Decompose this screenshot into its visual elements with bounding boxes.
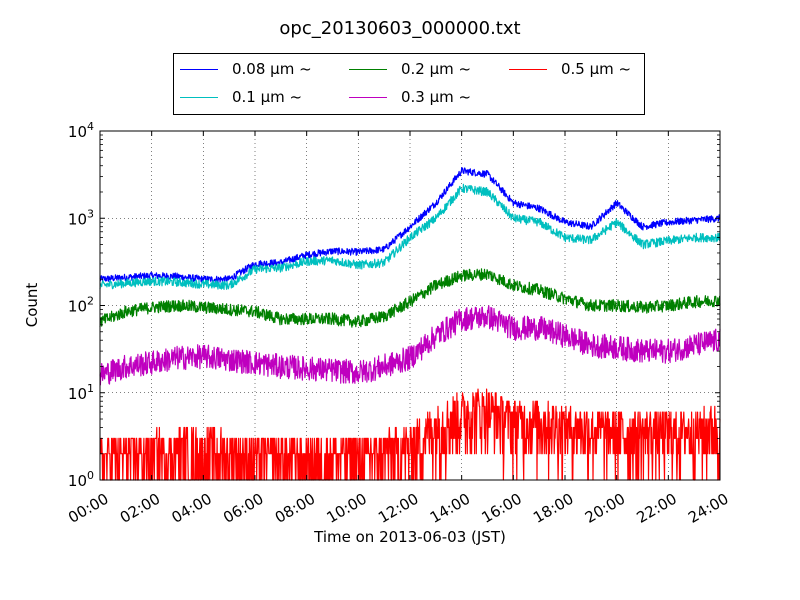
series-line: [99, 305, 721, 386]
legend-label: 0.3 μm ~: [401, 88, 472, 106]
grid: [100, 131, 720, 480]
y-tick-label: 103: [68, 207, 94, 228]
legend-label: 0.5 μm ~: [561, 60, 632, 78]
x-tick-label: 16:00: [478, 490, 524, 527]
y-tick-label: 104: [68, 120, 94, 141]
legend-swatch: [180, 69, 218, 70]
y-axis-label: Count: [23, 282, 41, 328]
x-tick-label: 02:00: [117, 490, 163, 527]
x-tick-label: 22:00: [633, 490, 679, 527]
x-tick-label: 12:00: [375, 490, 421, 527]
x-tick-label: 14:00: [427, 490, 473, 527]
legend: 0.08 μm ~ 0.1 μm ~ 0.2 μm ~ 0.3 μm ~ 0.5…: [173, 53, 645, 115]
x-axis-label: Time on 2013-06-03 (JST): [314, 528, 506, 546]
x-tick-label: 10:00: [323, 490, 369, 527]
legend-swatch: [349, 97, 387, 98]
y-tick-label: 100: [68, 469, 94, 490]
legend-swatch: [180, 97, 218, 98]
series-line: [99, 268, 721, 328]
legend-swatch: [349, 69, 387, 70]
x-tick-label: 00:00: [65, 490, 111, 527]
series-line: [99, 183, 721, 290]
x-tick-label: 04:00: [168, 490, 214, 527]
legend-label: 0.08 μm ~: [232, 60, 312, 78]
legend-label: 0.2 μm ~: [401, 60, 472, 78]
x-tick-label: 20:00: [582, 490, 628, 527]
y-tick-label: 102: [68, 295, 94, 316]
chart-title: opc_20130603_000000.txt: [279, 18, 521, 39]
x-tick-label: 08:00: [272, 490, 318, 527]
x-tick-label: 18:00: [530, 490, 576, 527]
legend-swatch: [509, 69, 547, 70]
series-layer: [99, 167, 721, 481]
y-tick-label: 101: [68, 382, 94, 403]
x-tick-label: 06:00: [220, 490, 266, 527]
legend-label: 0.1 μm ~: [232, 88, 303, 106]
x-tick-label: 24:00: [685, 490, 731, 527]
